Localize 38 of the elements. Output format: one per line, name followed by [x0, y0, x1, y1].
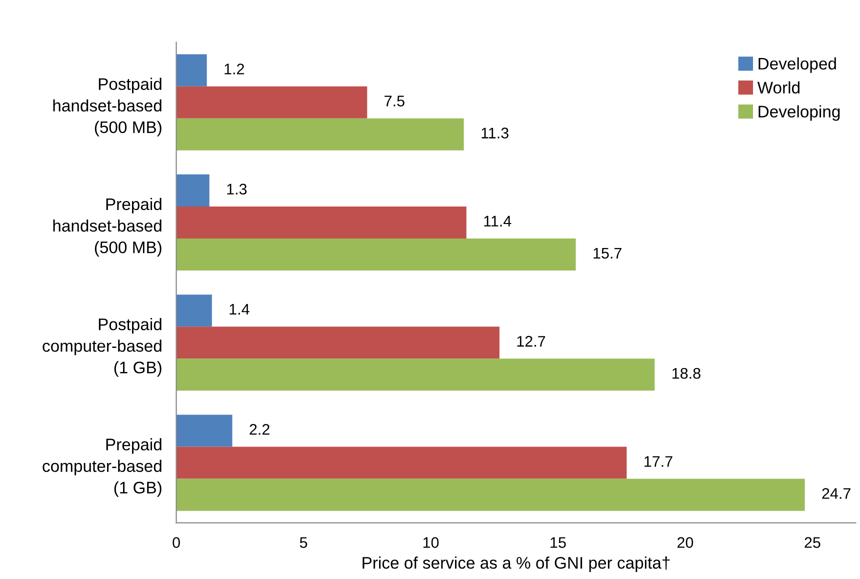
bar [176, 414, 232, 447]
data-label: 15.7 [594, 248, 622, 259]
bar [176, 118, 464, 150]
x-axis-title: Price of service as a % of GNI per capita† [362, 556, 670, 572]
data-label: 1.2 [224, 64, 244, 74]
data-label: 18.8 [672, 368, 700, 379]
x-tick-label: 25 [804, 537, 820, 548]
bar [176, 174, 210, 206]
x-tick-label: 15 [550, 537, 566, 548]
x-tick-label: 0 [172, 537, 180, 548]
bar [176, 86, 368, 118]
legend-label: Developing [758, 105, 840, 121]
y-tick-label: Prepaid computer-based (1 GB) [42, 438, 162, 497]
data-label: 11.4 [484, 216, 512, 226]
bar [176, 326, 500, 359]
bar [176, 478, 805, 511]
bar [176, 358, 655, 391]
bar [176, 294, 212, 327]
data-label: 12.7 [517, 336, 546, 347]
x-tick-label: 5 [300, 537, 308, 548]
x-tick-label: 10 [423, 537, 439, 548]
x-tick-label: 20 [677, 537, 694, 548]
bar [176, 54, 207, 86]
data-label: 1.4 [230, 304, 250, 315]
legend-label: World [757, 81, 800, 94]
legend-label: Developed [758, 57, 836, 73]
y-tick-label: Postpaid handset-based (500 MB) [53, 78, 162, 136]
data-label: 2.2 [250, 424, 270, 435]
y-tick-label: Postpaid computer-based (1 GB) [42, 318, 162, 377]
data-label: 17.7 [644, 456, 672, 467]
data-label: 1.3 [227, 184, 247, 195]
data-label: 24.7 [822, 488, 850, 499]
data-label: 11.3 [482, 128, 508, 138]
data-label: 7.5 [384, 96, 404, 106]
bar [176, 238, 576, 271]
bar [176, 446, 627, 479]
bar [176, 206, 466, 238]
y-tick-label: Prepaid handset-based (500 MB) [53, 198, 162, 257]
